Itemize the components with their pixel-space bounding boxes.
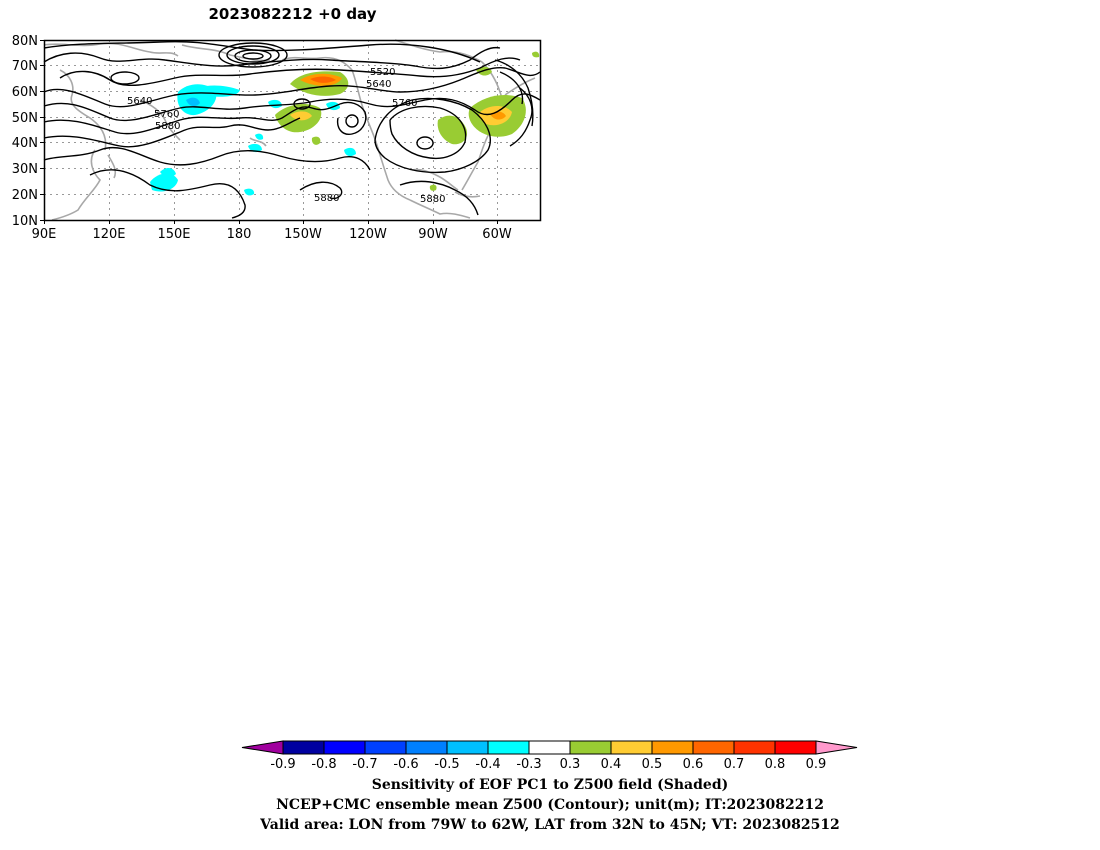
lat-tick-label: 30N — [12, 162, 38, 177]
map-title: 2023082212 +0 day — [208, 5, 377, 23]
negative-patch — [268, 99, 282, 109]
colorbar-tick-label: 0.3 — [560, 757, 581, 772]
lon-tick-label: 90W — [418, 227, 448, 242]
colorbar-tick-label: -0.5 — [434, 757, 459, 772]
colorbar-swatch — [446, 740, 489, 755]
colorbar-swatch — [487, 740, 530, 755]
positive-patch — [311, 136, 321, 145]
sensitivity-shading — [150, 51, 540, 196]
axis-ticks — [40, 40, 498, 224]
contour-labels: 5520 5640 5640 5760 5760 5880 5880 5880 — [127, 67, 445, 205]
lon-tick-label: 120E — [92, 227, 125, 242]
colorbar-tick-label: -0.9 — [270, 757, 295, 772]
contour-label: 5640 — [127, 96, 152, 107]
z500-contours — [43, 40, 541, 219]
contour-label: 5760 — [392, 98, 417, 109]
colorbar-swatch — [405, 740, 448, 755]
contour-label: 5880 — [420, 194, 445, 205]
lat-tick-label: 80N — [12, 34, 38, 49]
negative-patch — [248, 143, 262, 153]
colorbar-tick-label: 0.9 — [806, 757, 827, 772]
lon-tick-label: 120W — [349, 227, 387, 242]
colorbar: -0.9 -0.8 -0.7 -0.6 -0.5 -0.4 -0.3 0.3 0.4 0.5 0.6… — [241, 740, 858, 772]
colorbar-swatch — [774, 740, 817, 755]
caption-shaded: Sensitivity of EOF PC1 to Z500 field (Sh… — [371, 777, 729, 793]
colorbar-swatch — [569, 740, 612, 755]
colorbar-swatch — [692, 740, 735, 755]
colorbar-tick-label: -0.4 — [475, 757, 500, 772]
colorbar-swatch — [282, 740, 325, 755]
positive-patch — [310, 76, 336, 83]
lat-tick-label: 40N — [12, 136, 38, 151]
colorbar-tick-label: -0.7 — [352, 757, 377, 772]
negative-patch — [186, 97, 200, 107]
lon-tick-label: 150W — [284, 227, 322, 242]
caption-valid-area: Valid area: LON from 79W to 62W, LAT fro… — [260, 817, 840, 833]
map-frame — [43, 39, 542, 222]
lon-tick-label: 180 — [227, 227, 252, 242]
colorbar-tick-label: -0.8 — [311, 757, 336, 772]
lat-tick-label: 10N — [12, 214, 38, 229]
lat-tick-label: 50N — [12, 111, 38, 126]
negative-patch — [255, 133, 264, 140]
colorbar-arrow-left — [241, 740, 284, 755]
positive-patch — [429, 184, 437, 191]
negative-patch — [344, 147, 356, 157]
lat-labels: 80N 70N 60N 50N 40N 30N 20N 10N — [12, 34, 38, 229]
colorbar-swatch — [323, 740, 366, 755]
positive-patch — [437, 115, 468, 145]
colorbar-tick-label: 0.4 — [601, 757, 622, 772]
colorbar-tick-label: -0.3 — [516, 757, 541, 772]
lat-tick-label: 70N — [12, 59, 38, 74]
contour-label: 5640 — [366, 79, 391, 90]
colorbar-swatch — [733, 740, 776, 755]
contour-label: 5520 — [370, 67, 395, 78]
contour-label: 5880 — [314, 193, 339, 204]
lon-tick-label: 150E — [157, 227, 190, 242]
lon-tick-label: 90E — [32, 227, 57, 242]
negative-patch — [150, 173, 178, 192]
colorbar-tick-label: -0.6 — [393, 757, 418, 772]
colorbar-tick-label: 0.5 — [642, 757, 663, 772]
colorbar-tick-label: 0.7 — [724, 757, 745, 772]
colorbar-swatch — [528, 740, 571, 755]
colorbar-swatch — [610, 740, 653, 755]
colorbar-swatch — [651, 740, 694, 755]
lat-tick-label: 20N — [12, 188, 38, 203]
contour-label: 5880 — [155, 121, 180, 132]
caption-contour: NCEP+CMC ensemble mean Z500 (Contour); u… — [276, 797, 824, 813]
lon-tick-label: 60W — [482, 227, 512, 242]
positive-patch — [532, 51, 540, 58]
colorbar-arrow-right — [815, 740, 858, 755]
negative-patch — [244, 188, 255, 196]
lon-labels: 90E 120E 150E 180 150W 120W 90W 60W — [32, 227, 512, 242]
positive-patch — [290, 111, 312, 121]
negative-patch — [160, 168, 176, 177]
lat-tick-label: 60N — [12, 85, 38, 100]
colorbar-swatch — [364, 740, 407, 755]
contour-label: 5760 — [154, 109, 179, 120]
colorbar-tick-label: 0.8 — [765, 757, 786, 772]
colorbar-tick-label: 0.6 — [683, 757, 704, 772]
